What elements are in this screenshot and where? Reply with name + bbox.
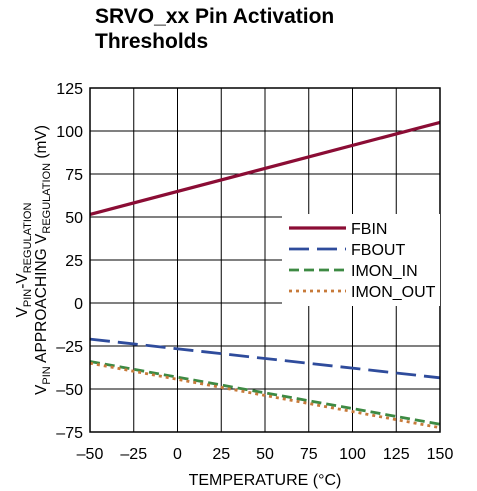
y-label-subscript: PIN [41, 366, 53, 384]
x-tick-label: 25 [212, 446, 230, 463]
y-tick-label: 125 [56, 81, 83, 98]
y-tick-label: –75 [56, 425, 83, 442]
y-label-subscript: REGULATION [41, 163, 53, 234]
y-label-subscript: REGULATION [22, 203, 34, 274]
y-tick-labels: –75 –50 –25 0 25 50 75 100 125 [56, 81, 83, 442]
x-tick-labels: –50 –25 0 25 50 75 100 125 150 [77, 446, 454, 463]
y-tick-label: 25 [65, 253, 83, 270]
x-tick-label: –50 [77, 446, 104, 463]
y-tick-label: –50 [56, 382, 83, 399]
x-tick-label: 100 [339, 446, 366, 463]
x-tick-label: –25 [120, 446, 147, 463]
y-tick-label: 0 [74, 296, 83, 313]
series-line-fbin [89, 120, 441, 216]
legend: FBIN FBOUT IMON_IN IMON_OUT [282, 214, 440, 306]
chart-title-line-1: SRVO_xx Pin Activation [95, 5, 335, 28]
legend-label: IMON_IN [351, 263, 418, 280]
x-tick-label: 125 [383, 446, 410, 463]
y-label-text: APPROACHING V [33, 233, 50, 366]
x-axis-label: TEMPERATURE (°C) [189, 472, 342, 489]
chart-title: SRVO_xx Pin Activation Thresholds [95, 4, 425, 54]
y-tick-label: 100 [56, 124, 83, 141]
y-label-text: (mV) [33, 125, 50, 163]
y-label-text: -V [14, 273, 31, 289]
x-tick-label: 50 [256, 446, 274, 463]
y-tick-label: 50 [65, 210, 83, 227]
legend-label: FBIN [351, 221, 387, 238]
x-tick-label: 150 [427, 446, 454, 463]
x-tick-label: 75 [300, 446, 318, 463]
legend-label: FBOUT [351, 242, 405, 259]
legend-label: IMON_OUT [351, 284, 436, 301]
y-axis-label-line: VPIN APPROACHING VREGULATION (mV) [33, 125, 53, 395]
series-lines [89, 120, 441, 430]
chart-title-line-2: Thresholds [95, 30, 209, 53]
x-tick-label: 0 [173, 446, 182, 463]
y-label-text: V [33, 384, 50, 395]
y-label-subscript: PIN [22, 289, 34, 307]
y-tick-label: –25 [56, 339, 83, 356]
y-axis-label-line: VPIN-VREGULATION [14, 203, 34, 318]
y-tick-label: 75 [65, 167, 83, 184]
y-label-text: V [14, 306, 31, 317]
series-line-imon-out [89, 361, 441, 430]
series-line-fbout [89, 337, 441, 380]
